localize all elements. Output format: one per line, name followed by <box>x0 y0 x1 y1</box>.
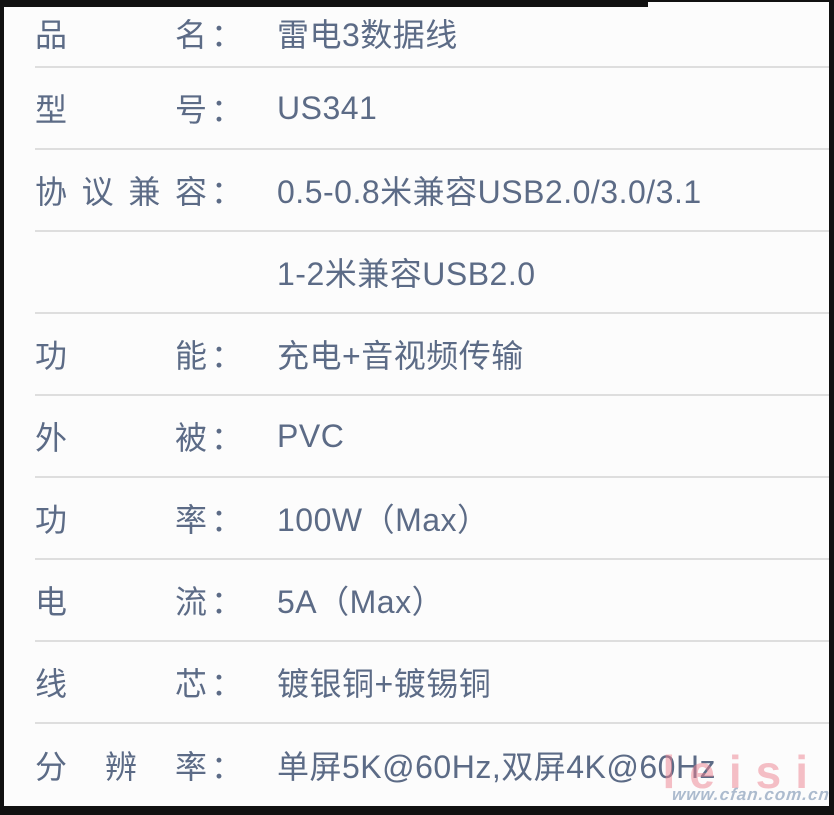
spec-value: 100W（Max） <box>277 502 490 538</box>
watermark-url: www.cfan.com.cn <box>671 785 832 804</box>
row-divider <box>35 558 834 560</box>
spec-label-text: 功能 <box>35 338 207 374</box>
right-edge-bar <box>829 0 834 815</box>
spec-label-colon: ： <box>210 749 243 785</box>
spec-row-jacket: 外被 ： PVC <box>0 396 834 476</box>
spec-label-text: 电流 <box>35 584 207 620</box>
top-edge-bar <box>0 0 648 7</box>
spec-value: 充电+音视频传输 <box>277 338 524 374</box>
row-divider <box>35 312 834 314</box>
spec-label-colon: ： <box>210 338 243 374</box>
spec-label-text: 外被 <box>35 420 207 456</box>
spec-label: 外被 ： <box>35 413 243 459</box>
spec-value: 镀银铜+镀锡铜 <box>277 666 492 702</box>
spec-label-colon: ： <box>210 584 243 620</box>
left-edge-bar <box>0 0 4 815</box>
spec-label: 品名 ： <box>35 10 243 56</box>
spec-label-text: 线芯 <box>35 666 207 702</box>
spec-row-function: 功能 ： 充电+音视频传输 <box>0 314 834 394</box>
spec-label-colon: ： <box>210 502 243 538</box>
spec-value: 5A（Max） <box>277 584 445 620</box>
row-divider <box>35 66 834 68</box>
spec-label: 电流 ： <box>35 577 243 623</box>
spec-row-resolution: 分辨率 ： 单屏5K@60Hz,双屏4K@60Hz <box>0 724 834 806</box>
spec-label-text: 品名 <box>35 17 207 53</box>
spec-label-colon: ： <box>210 420 243 456</box>
spec-value: 单屏5K@60Hz,双屏4K@60Hz <box>277 749 717 785</box>
row-divider <box>35 722 834 724</box>
row-divider <box>35 148 834 150</box>
spec-value: 雷电3数据线 <box>277 17 458 53</box>
spec-label: 功能 ： <box>35 331 243 377</box>
spec-row-product-name: 品名 ： 雷电3数据线 <box>0 0 834 66</box>
spec-row-wire-core: 线芯 ： 镀银铜+镀锡铜 <box>0 642 834 722</box>
watermark-brand: leisi <box>662 746 822 798</box>
row-divider <box>35 230 834 232</box>
spec-label: 协议兼容 ： <box>35 167 243 213</box>
spec-value: PVC <box>277 417 345 454</box>
spec-row-model: 型号 ： US341 <box>0 68 834 148</box>
spec-label-text: 分辨率 <box>35 749 207 785</box>
spec-row-power: 功率 ： 100W（Max） <box>0 478 834 558</box>
spec-label-colon: ： <box>210 174 243 210</box>
spec-label: 分辨率 ： <box>35 742 243 788</box>
spec-value: US341 <box>277 89 378 126</box>
spec-row-protocol-compat-2: 1-2米兼容USB2.0 <box>0 232 834 312</box>
spec-label-text: 协议兼容 <box>35 174 207 210</box>
spec-value: 1-2米兼容USB2.0 <box>277 256 536 292</box>
spec-label-colon: ： <box>210 17 243 53</box>
spec-label: 线芯 ： <box>35 659 243 705</box>
spec-value: 0.5-0.8米兼容USB2.0/3.0/3.1 <box>277 174 702 210</box>
bottom-edge-bar <box>0 806 834 815</box>
spec-label-colon: ： <box>210 666 243 702</box>
row-divider <box>35 394 834 396</box>
spec-label: 型号 ： <box>35 85 243 131</box>
spec-label: 功率 ： <box>35 495 243 541</box>
spec-label-text: 功率 <box>35 502 207 538</box>
row-divider <box>35 640 834 642</box>
spec-row-current: 电流 ： 5A（Max） <box>0 560 834 640</box>
spec-label-colon: ： <box>210 92 243 128</box>
spec-label-text: 型号 <box>35 92 207 128</box>
row-divider <box>35 476 834 478</box>
spec-row-protocol-compat: 协议兼容 ： 0.5-0.8米兼容USB2.0/3.0/3.1 <box>0 150 834 230</box>
